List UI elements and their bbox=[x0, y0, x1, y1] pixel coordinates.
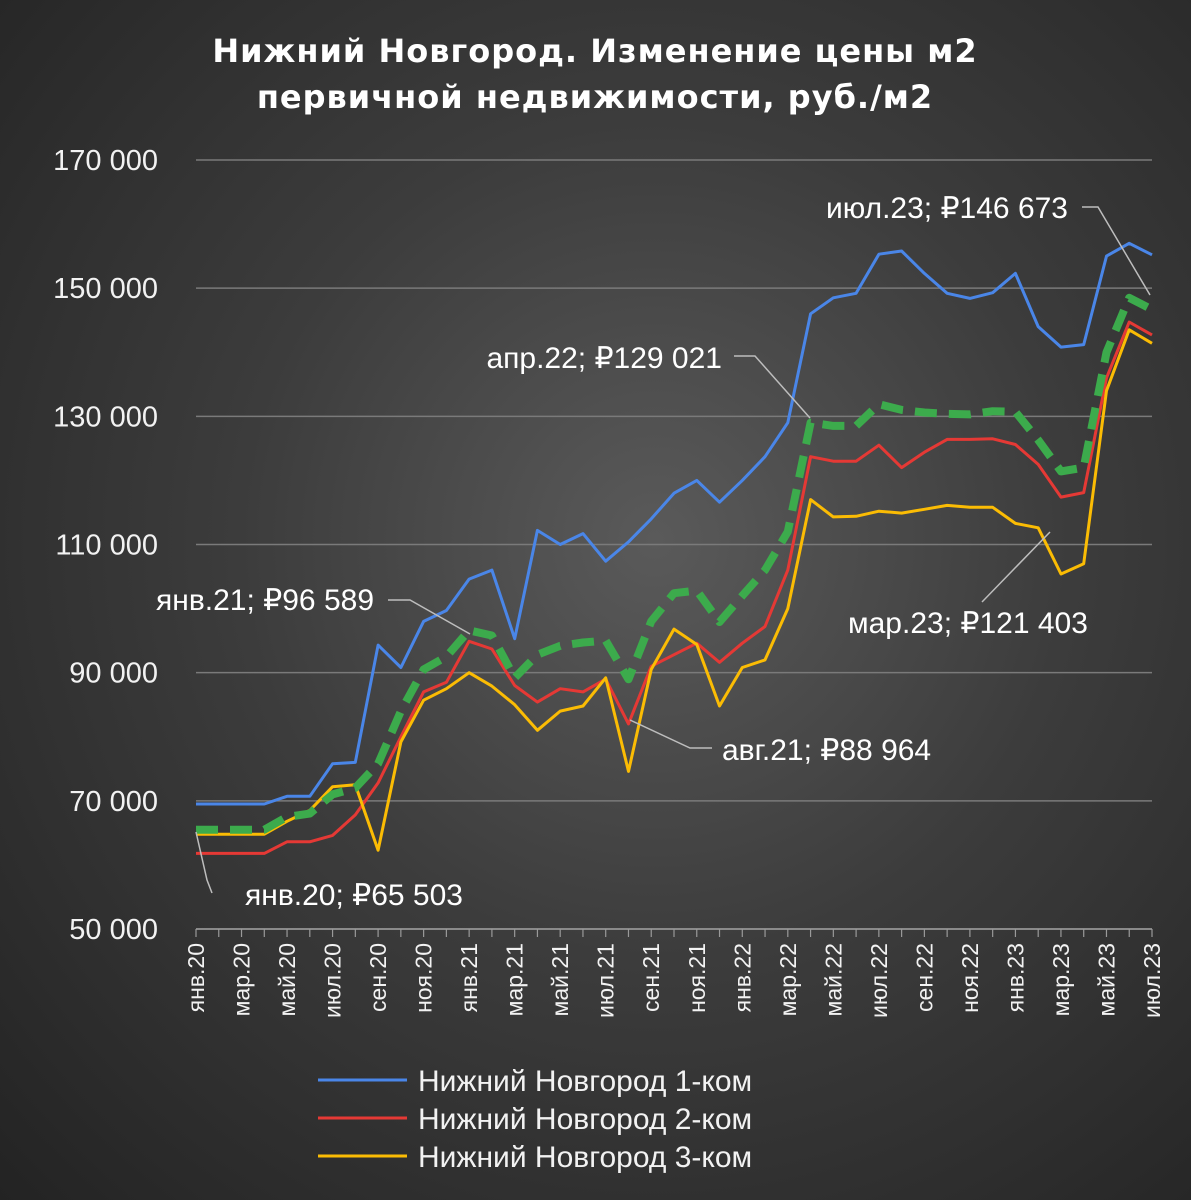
annotations: янв.20; ₽65 503 янв.21; ₽96 589 авг.21; ₽8… bbox=[156, 192, 1151, 912]
x-tick-label: июл.21 bbox=[593, 943, 619, 1018]
x-tick-label: янв.20 bbox=[183, 943, 209, 1012]
series-line-1 bbox=[196, 241, 1153, 806]
y-tick-label: 170 000 bbox=[53, 145, 158, 177]
y-tick-label: 50 000 bbox=[69, 914, 158, 946]
x-tick-label: мар.20 bbox=[229, 943, 255, 1016]
series-line-2 bbox=[196, 320, 1153, 855]
x-tick-label: май.23 bbox=[1093, 943, 1119, 1016]
legend-label-3: Нижний Новгород 3-ком bbox=[418, 1141, 752, 1174]
x-tick-label: май.20 bbox=[274, 943, 300, 1016]
x-tick-label: сен.21 bbox=[638, 943, 664, 1012]
x-tick-label: мар.21 bbox=[502, 943, 528, 1016]
average-dashed-line bbox=[196, 293, 1154, 834]
annotation-leader-line bbox=[388, 599, 471, 635]
annotation-leader-line bbox=[981, 531, 1051, 603]
x-tick-label: май.22 bbox=[820, 943, 846, 1016]
annotation-leader-line bbox=[195, 831, 213, 894]
annotation-label: авг.21; ₽88 964 bbox=[722, 734, 931, 767]
y-tick-label: 130 000 bbox=[53, 401, 158, 433]
x-tick-label: ноя.20 bbox=[411, 943, 437, 1013]
x-axis: янв.20 мар.20 май.20 июл.20 сен.20 ноя.20 янв.… bbox=[183, 928, 1165, 1018]
x-tick-label: ноя.22 bbox=[957, 943, 983, 1013]
annotation-leader-line bbox=[1082, 206, 1151, 296]
legend-label-1: Нижний Новгород 1-ком bbox=[418, 1065, 752, 1098]
x-tick-label: мар.22 bbox=[775, 943, 801, 1016]
annotation-label: янв.20; ₽65 503 bbox=[245, 879, 463, 912]
annotation-leader-line bbox=[629, 719, 712, 749]
annotation-label: янв.21; ₽96 589 bbox=[156, 584, 374, 617]
y-axis-ticks: 50 000 70 000 90 000 110 000 130 000 150 000 1… bbox=[53, 145, 158, 946]
annotation-leader-line bbox=[734, 355, 811, 419]
chart-title-line-2: первичной недвижимости, руб./м2 bbox=[257, 78, 933, 116]
x-tick-label: янв.23 bbox=[1002, 943, 1028, 1012]
x-tick-label: мар.23 bbox=[1048, 943, 1074, 1016]
legend: Нижний Новгород 1-ком Нижний Новгород 2-к… bbox=[318, 1065, 752, 1174]
y-tick-label: 90 000 bbox=[69, 658, 158, 690]
y-tick-label: 70 000 bbox=[69, 786, 158, 818]
x-tick-label: янв.21 bbox=[456, 943, 482, 1012]
x-tick-label: сен.22 bbox=[911, 943, 937, 1012]
annotation-label: мар.23; ₽121 403 bbox=[848, 607, 1088, 640]
legend-label-2: Нижний Новгород 2-ком bbox=[418, 1103, 752, 1136]
annotation-label: апр.22; ₽129 021 bbox=[486, 342, 722, 375]
x-tick-label: май.21 bbox=[547, 943, 573, 1016]
y-tick-label: 150 000 bbox=[53, 273, 158, 305]
annotation-label: июл.23; ₽146 673 bbox=[826, 192, 1068, 225]
x-tick-label: ноя.21 bbox=[684, 943, 710, 1013]
x-tick-label: июл.20 bbox=[320, 943, 346, 1018]
gridlines bbox=[196, 159, 1152, 930]
x-tick-label: июл.23 bbox=[1139, 943, 1165, 1018]
x-tick-label: июл.22 bbox=[866, 943, 892, 1018]
x-tick-label: янв.22 bbox=[729, 943, 755, 1012]
y-tick-label: 110 000 bbox=[55, 530, 158, 562]
chart-title-line-1: Нижний Новгород. Изменение цены м2 bbox=[212, 32, 977, 70]
series-lines bbox=[196, 241, 1154, 855]
x-tick-label: сен.20 bbox=[365, 943, 391, 1012]
